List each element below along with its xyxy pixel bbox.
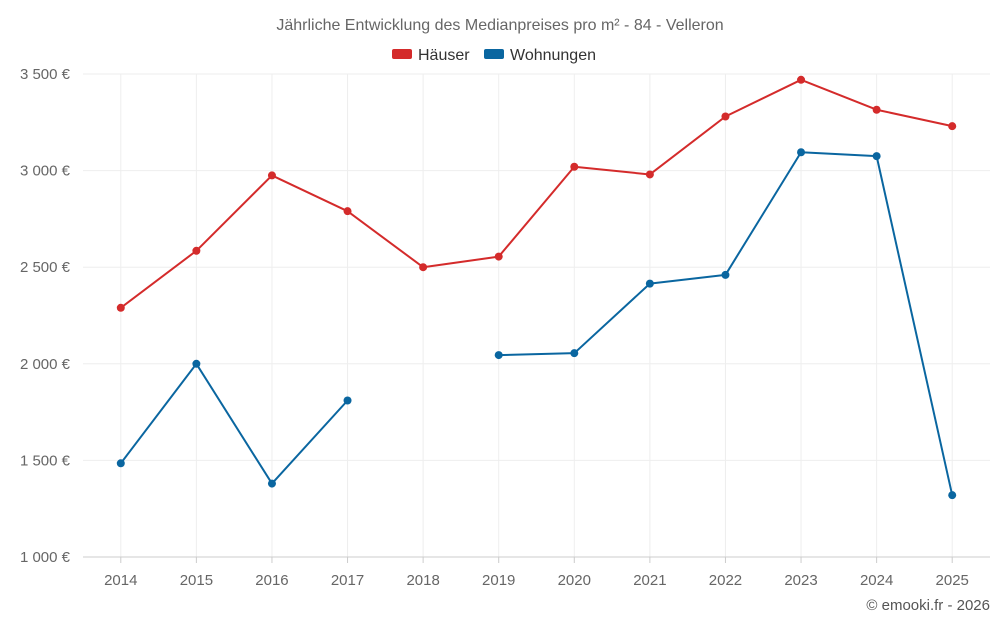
- data-point[interactable]: [948, 122, 957, 131]
- legend-label-wohnungen: Wohnungen: [510, 47, 596, 64]
- x-tick-label: 2024: [860, 572, 893, 589]
- data-point[interactable]: [494, 351, 503, 360]
- x-tick-label: 2014: [104, 572, 137, 589]
- data-point[interactable]: [570, 162, 579, 171]
- x-tick-label: 2015: [180, 572, 213, 589]
- legend-swatch-haeuser: [392, 49, 412, 59]
- data-point[interactable]: [570, 349, 579, 358]
- series-line: [120, 78, 953, 309]
- x-tick-label: 2022: [709, 572, 742, 589]
- x-tick-label: 2018: [406, 572, 439, 589]
- data-point[interactable]: [872, 105, 881, 114]
- y-tick-label: 3 000 €: [20, 163, 71, 180]
- data-point[interactable]: [721, 112, 730, 121]
- legend-item-haeuser[interactable]: Häuser: [392, 47, 470, 64]
- series-0: [116, 75, 957, 312]
- data-point[interactable]: [872, 152, 881, 161]
- chart-title: Jährliche Entwicklung des Medianpreises …: [276, 17, 723, 34]
- data-point[interactable]: [645, 170, 654, 179]
- legend: Häuser Wohnungen: [392, 47, 596, 64]
- y-tick-label: 1 000 €: [20, 549, 71, 566]
- series-1: [116, 148, 957, 500]
- y-tick-label: 3 500 €: [20, 66, 71, 83]
- y-tick-label: 1 500 €: [20, 452, 71, 469]
- legend-swatch-wohnungen: [484, 49, 504, 59]
- data-point[interactable]: [797, 148, 806, 157]
- series: [116, 75, 957, 500]
- data-point[interactable]: [192, 246, 201, 255]
- y-tick-label: 2 000 €: [20, 356, 71, 373]
- data-point[interactable]: [116, 459, 125, 468]
- x-tick-label: 2019: [482, 572, 515, 589]
- data-point[interactable]: [948, 491, 957, 500]
- data-point[interactable]: [116, 303, 125, 312]
- data-point[interactable]: [343, 207, 352, 216]
- data-point[interactable]: [797, 75, 806, 84]
- data-point[interactable]: [343, 396, 352, 405]
- data-point[interactable]: [267, 171, 276, 180]
- legend-label-haeuser: Häuser: [418, 47, 470, 64]
- x-tick-label: 2021: [633, 572, 666, 589]
- series-line: [119, 362, 349, 485]
- x-tick-label: 2017: [331, 572, 364, 589]
- grid: [83, 73, 990, 557]
- axes: 1 000 € 1 500 € 2 000 € 2 500 € 3 000 € 3 500…: [20, 66, 990, 589]
- data-point[interactable]: [192, 359, 201, 368]
- x-tick-label: 2025: [936, 572, 969, 589]
- data-point[interactable]: [419, 263, 428, 272]
- data-point[interactable]: [721, 270, 730, 279]
- credit-text: © emooki.fr - 2026: [866, 597, 990, 614]
- legend-item-wohnungen[interactable]: Wohnungen: [484, 47, 596, 64]
- y-tick-label: 2 500 €: [20, 259, 71, 276]
- x-tick-label: 2016: [255, 572, 288, 589]
- x-tick-label: 2023: [784, 572, 817, 589]
- data-point[interactable]: [267, 479, 276, 488]
- data-point[interactable]: [494, 252, 503, 261]
- data-point[interactable]: [645, 279, 654, 288]
- x-tick-label: 2020: [558, 572, 591, 589]
